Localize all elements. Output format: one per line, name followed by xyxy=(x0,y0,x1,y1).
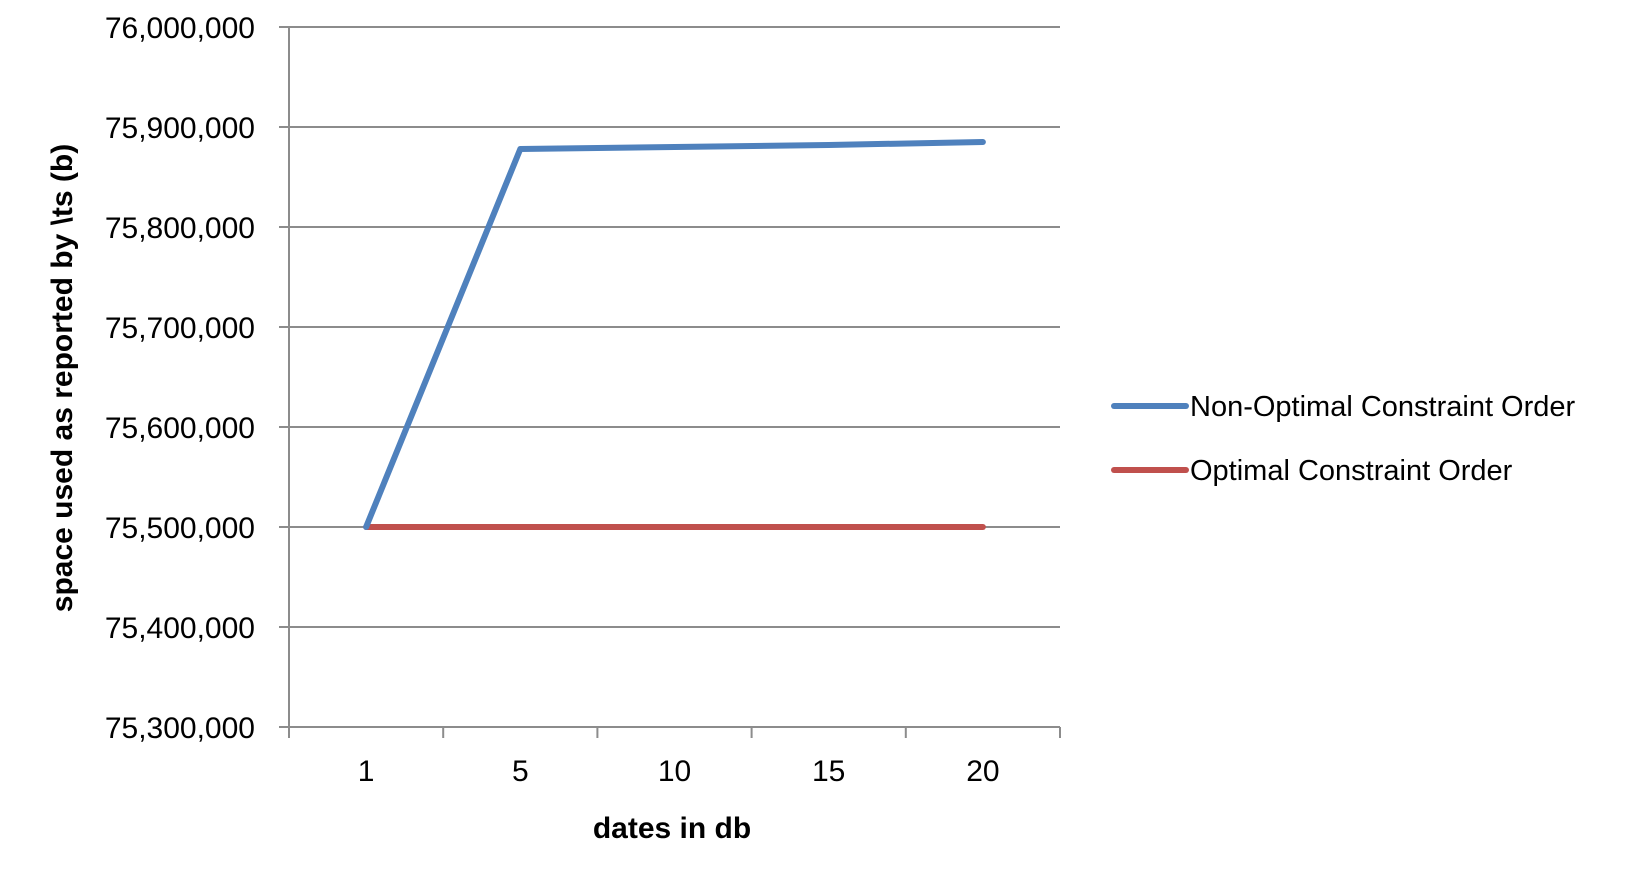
x-tick-label: 10 xyxy=(658,755,691,788)
x-tick-label: 20 xyxy=(966,755,999,788)
x-tick-label: 1 xyxy=(358,755,375,788)
x-tick-label: 5 xyxy=(512,755,529,788)
gridlines xyxy=(289,26,1060,728)
legend-label: Non-Optimal Constraint Order xyxy=(1190,391,1576,423)
y-tick-label: 75,500,000 xyxy=(105,512,255,545)
legend-label: Optimal Constraint Order xyxy=(1190,455,1513,487)
y-axis-title: space used as reported by \ts (b) xyxy=(46,144,79,612)
series-line xyxy=(363,139,986,530)
y-tick-label: 75,600,000 xyxy=(105,412,255,445)
y-tick-label: 76,000,000 xyxy=(105,12,255,45)
series-lines xyxy=(363,139,986,530)
y-tick-label: 75,400,000 xyxy=(105,612,255,645)
axes xyxy=(279,26,1061,738)
y-tick-label: 75,300,000 xyxy=(105,712,255,745)
x-tick-label: 15 xyxy=(812,755,845,788)
y-tick-label: 75,900,000 xyxy=(105,112,255,145)
x-axis-title: dates in db xyxy=(593,812,751,845)
y-tick-label: 75,700,000 xyxy=(105,312,255,345)
y-tick-labels: 75,300,000 75,400,000 75,500,000 75,600,000… xyxy=(105,12,255,745)
x-tick-labels: 1 5 10 15 20 xyxy=(358,755,1000,788)
y-tick-label: 75,800,000 xyxy=(105,212,255,245)
legend: Non-Optimal Constraint Order Optimal Cons… xyxy=(1111,391,1576,487)
